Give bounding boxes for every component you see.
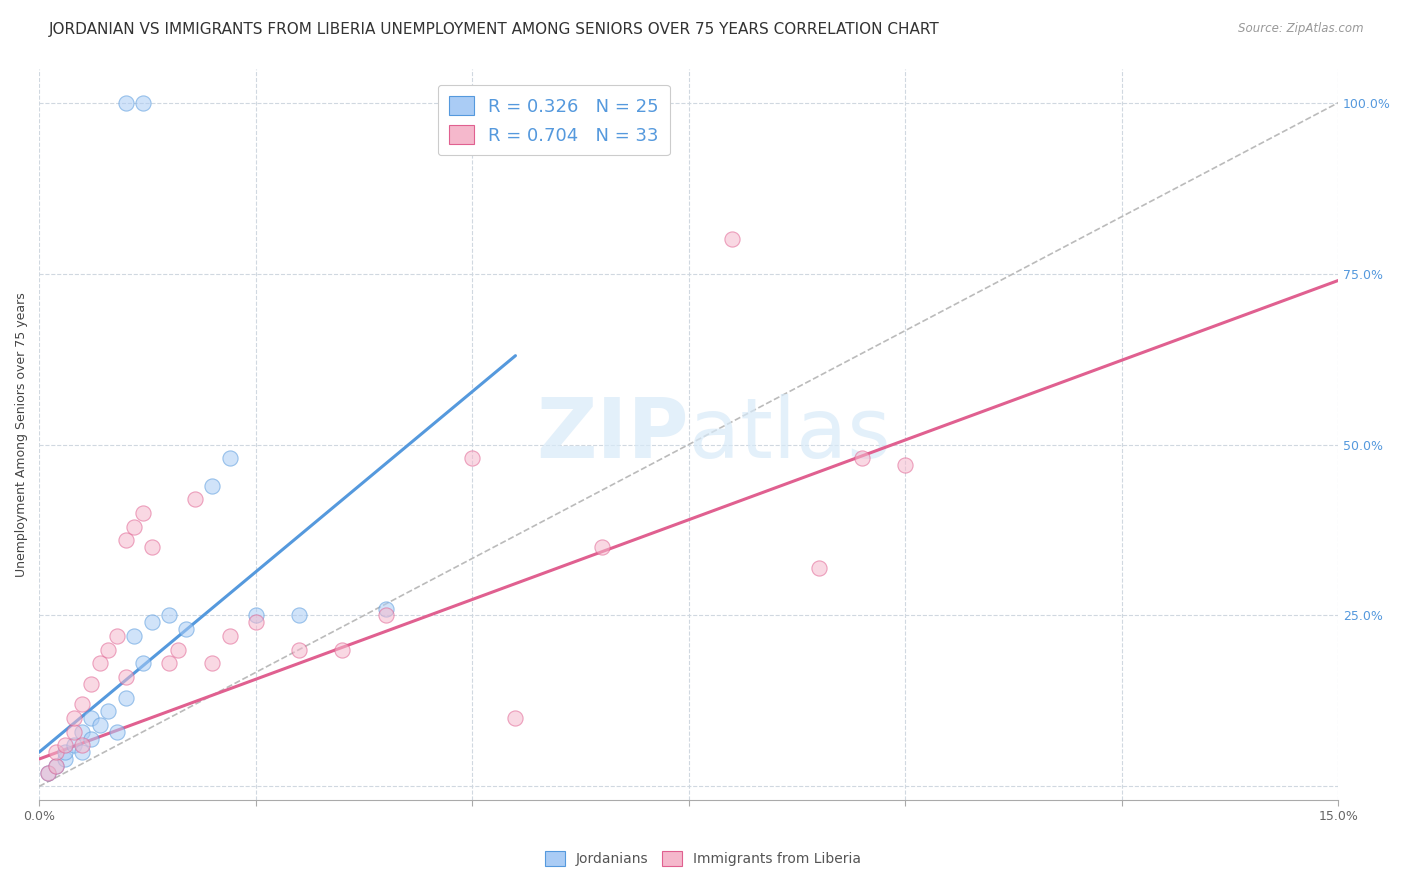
Point <box>288 642 311 657</box>
Point <box>157 657 180 671</box>
Point <box>132 95 155 110</box>
Point <box>330 642 353 657</box>
Point <box>124 629 146 643</box>
Point <box>80 677 103 691</box>
Point <box>218 451 240 466</box>
Point <box>201 657 224 671</box>
Point <box>141 540 163 554</box>
Text: ZIP: ZIP <box>536 393 689 475</box>
Point <box>894 458 917 472</box>
Point <box>374 608 396 623</box>
Point <box>72 745 94 759</box>
Point <box>166 642 188 657</box>
Point <box>201 478 224 492</box>
Point <box>245 615 267 630</box>
Text: Source: ZipAtlas.com: Source: ZipAtlas.com <box>1239 22 1364 36</box>
Point <box>89 657 111 671</box>
Point <box>53 752 76 766</box>
Point <box>132 657 155 671</box>
Text: JORDANIAN VS IMMIGRANTS FROM LIBERIA UNEMPLOYMENT AMONG SENIORS OVER 75 YEARS CO: JORDANIAN VS IMMIGRANTS FROM LIBERIA UNE… <box>49 22 941 37</box>
Point <box>114 690 136 705</box>
Point <box>245 608 267 623</box>
Point <box>53 745 76 759</box>
Point <box>80 731 103 746</box>
Point <box>97 642 120 657</box>
Point <box>72 724 94 739</box>
Point <box>72 739 94 753</box>
Point <box>45 745 67 759</box>
Point <box>45 759 67 773</box>
Point <box>114 670 136 684</box>
Point <box>37 765 59 780</box>
Point <box>374 601 396 615</box>
Point <box>288 608 311 623</box>
Point <box>80 711 103 725</box>
Point <box>591 540 613 554</box>
Point <box>132 506 155 520</box>
Point <box>37 765 59 780</box>
Point <box>851 451 873 466</box>
Point <box>97 704 120 718</box>
Point <box>105 724 128 739</box>
Point <box>45 759 67 773</box>
Point <box>176 622 198 636</box>
Point <box>89 718 111 732</box>
Point <box>807 560 830 574</box>
Legend: Jordanians, Immigrants from Liberia: Jordanians, Immigrants from Liberia <box>540 846 866 871</box>
Point <box>184 492 207 507</box>
Y-axis label: Unemployment Among Seniors over 75 years: Unemployment Among Seniors over 75 years <box>15 292 28 576</box>
Text: atlas: atlas <box>689 393 890 475</box>
Point <box>124 519 146 533</box>
Point <box>53 739 76 753</box>
Point <box>62 724 84 739</box>
Point <box>105 629 128 643</box>
Point <box>62 711 84 725</box>
Point <box>114 95 136 110</box>
Point <box>461 451 484 466</box>
Point <box>721 232 744 246</box>
Point <box>218 629 240 643</box>
Legend: R = 0.326   N = 25, R = 0.704   N = 33: R = 0.326 N = 25, R = 0.704 N = 33 <box>437 85 669 155</box>
Point <box>114 533 136 548</box>
Point <box>505 711 527 725</box>
Point <box>62 739 84 753</box>
Point <box>157 608 180 623</box>
Point <box>72 698 94 712</box>
Point <box>141 615 163 630</box>
